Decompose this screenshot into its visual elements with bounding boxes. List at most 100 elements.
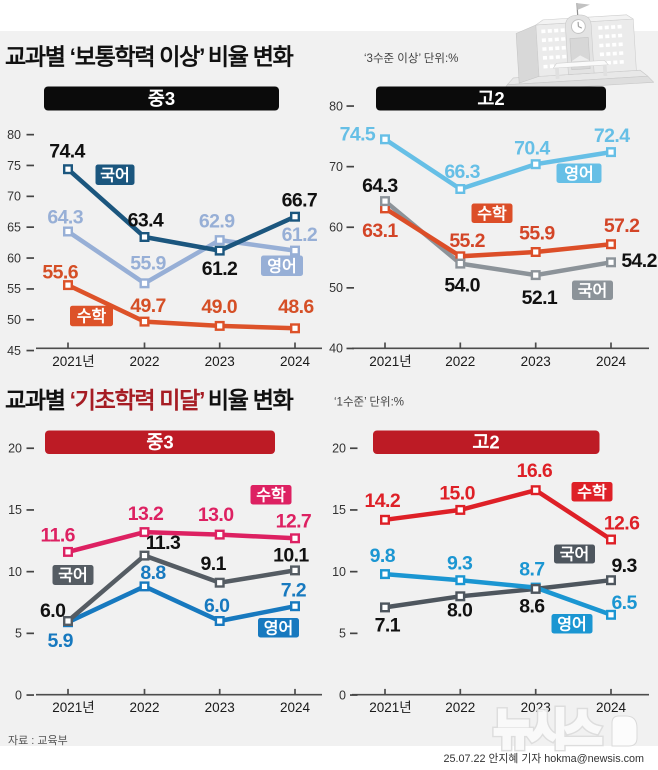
svg-text:70: 70	[7, 190, 21, 204]
svg-text:63.4: 63.4	[128, 210, 164, 232]
svg-text:8.0: 8.0	[447, 600, 473, 622]
svg-text:5: 5	[15, 627, 22, 641]
svg-text:0: 0	[339, 688, 346, 702]
svg-text:50: 50	[329, 281, 343, 295]
svg-text:9.8: 9.8	[370, 545, 396, 567]
svg-text:80: 80	[329, 99, 343, 113]
svg-text:11.3: 11.3	[146, 532, 181, 554]
svg-text:12.6: 12.6	[604, 513, 640, 535]
svg-text:55.9: 55.9	[130, 253, 166, 275]
svg-text:2022: 2022	[129, 354, 159, 369]
svg-text:‘3수준 이상’ 단위:%: ‘3수준 이상’ 단위:%	[364, 52, 458, 65]
svg-text:13.2: 13.2	[128, 503, 164, 525]
svg-text:70: 70	[329, 160, 343, 174]
svg-text:2024: 2024	[596, 354, 627, 369]
svg-text:54.0: 54.0	[444, 275, 480, 297]
svg-text:64.3: 64.3	[362, 175, 398, 197]
svg-text:20: 20	[332, 442, 346, 456]
svg-text:13.0: 13.0	[198, 504, 234, 526]
svg-text:16.6: 16.6	[517, 460, 553, 482]
svg-text:60: 60	[7, 251, 21, 265]
svg-text:2022: 2022	[445, 700, 475, 715]
svg-text:80: 80	[7, 128, 21, 142]
svg-text:55.9: 55.9	[519, 222, 555, 244]
svg-text:2024: 2024	[280, 354, 311, 369]
svg-text:74.4: 74.4	[49, 141, 85, 163]
svg-text:45: 45	[7, 344, 21, 358]
svg-text:9.3: 9.3	[447, 552, 473, 574]
svg-text:국어: 국어	[58, 567, 87, 585]
svg-text:9.3: 9.3	[611, 555, 637, 577]
svg-text:20: 20	[8, 442, 22, 456]
svg-text:자료 : 교육부: 자료 : 교육부	[8, 734, 68, 747]
svg-text:70.4: 70.4	[514, 138, 550, 160]
svg-text:고2: 고2	[472, 432, 499, 453]
svg-text:64.3: 64.3	[47, 207, 83, 229]
svg-text:55.6: 55.6	[42, 261, 78, 283]
svg-text:중3: 중3	[146, 432, 173, 453]
svg-text:영어: 영어	[264, 619, 293, 637]
svg-text:영어: 영어	[557, 615, 586, 633]
svg-text:수학: 수학	[577, 483, 607, 501]
svg-text:영어: 영어	[564, 165, 593, 183]
svg-text:10: 10	[8, 565, 22, 579]
svg-text:48.6: 48.6	[278, 296, 314, 318]
svg-text:국어: 국어	[578, 282, 607, 300]
svg-text:2021년: 2021년	[369, 354, 411, 369]
svg-text:62.9: 62.9	[199, 211, 235, 233]
svg-text:6.0: 6.0	[40, 600, 66, 622]
svg-text:6.5: 6.5	[611, 592, 637, 614]
svg-text:57.2: 57.2	[604, 215, 640, 237]
svg-text:국어: 국어	[560, 546, 589, 564]
svg-text:교과별 ‘기초학력 미달’ 비율 변화: 교과별 ‘기초학력 미달’ 비율 변화	[5, 387, 294, 413]
svg-text:중3: 중3	[148, 88, 175, 109]
svg-text:‘1수준’ 단위:%: ‘1수준’ 단위:%	[334, 396, 404, 409]
svg-text:2022: 2022	[129, 700, 159, 715]
svg-text:50: 50	[7, 313, 21, 327]
svg-text:8.6: 8.6	[519, 596, 545, 618]
svg-text:55: 55	[7, 282, 21, 296]
svg-text:74.5: 74.5	[340, 124, 376, 146]
svg-text:55.2: 55.2	[449, 230, 485, 252]
svg-text:52.1: 52.1	[522, 287, 558, 309]
svg-text:2023: 2023	[521, 354, 551, 369]
svg-text:뉴시스: 뉴시스	[494, 706, 601, 753]
svg-text:49.0: 49.0	[201, 296, 237, 318]
svg-text:40: 40	[329, 342, 343, 356]
svg-text:66.3: 66.3	[444, 161, 480, 183]
svg-text:8.7: 8.7	[519, 558, 544, 580]
svg-text:5.9: 5.9	[48, 630, 74, 652]
svg-text:2021년: 2021년	[369, 700, 411, 715]
svg-text:고2: 고2	[477, 88, 504, 109]
svg-text:2021년: 2021년	[52, 700, 94, 715]
svg-text:61.2: 61.2	[282, 224, 318, 246]
svg-text:5: 5	[339, 627, 346, 641]
svg-text:49.7: 49.7	[130, 295, 166, 317]
svg-text:2024: 2024	[596, 700, 627, 715]
svg-text:10.1: 10.1	[273, 545, 309, 567]
svg-text:9.1: 9.1	[201, 553, 227, 575]
svg-text:15: 15	[8, 503, 22, 517]
svg-text:65: 65	[7, 220, 21, 234]
svg-text:61.2: 61.2	[202, 258, 238, 280]
svg-text:12.7: 12.7	[276, 511, 312, 533]
svg-text:7.1: 7.1	[375, 615, 401, 637]
svg-text:뉴시스: 뉴시스	[494, 706, 601, 753]
svg-text:수학: 수학	[256, 486, 286, 504]
svg-text:교과별 ‘보통학력 이상’ 비율 변화: 교과별 ‘보통학력 이상’ 비율 변화	[5, 43, 294, 69]
svg-text:11.6: 11.6	[40, 525, 75, 547]
svg-text:2024: 2024	[280, 700, 311, 715]
svg-text:2023: 2023	[205, 700, 235, 715]
svg-text:72.4: 72.4	[594, 125, 630, 147]
svg-text:15: 15	[332, 503, 346, 517]
svg-text:60: 60	[329, 221, 343, 235]
svg-text:14.2: 14.2	[365, 490, 401, 512]
svg-text:2022: 2022	[445, 354, 475, 369]
svg-text:63.1: 63.1	[362, 220, 398, 242]
svg-text:6.0: 6.0	[204, 595, 230, 617]
svg-text:25.07.22 안지혜 기자 hokma@newsis.c: 25.07.22 안지혜 기자 hokma@newsis.com	[444, 752, 644, 765]
svg-text:2021년: 2021년	[52, 354, 94, 369]
svg-text:8.8: 8.8	[140, 562, 166, 584]
svg-text:수학: 수학	[477, 205, 507, 223]
svg-text:15.0: 15.0	[439, 483, 475, 505]
